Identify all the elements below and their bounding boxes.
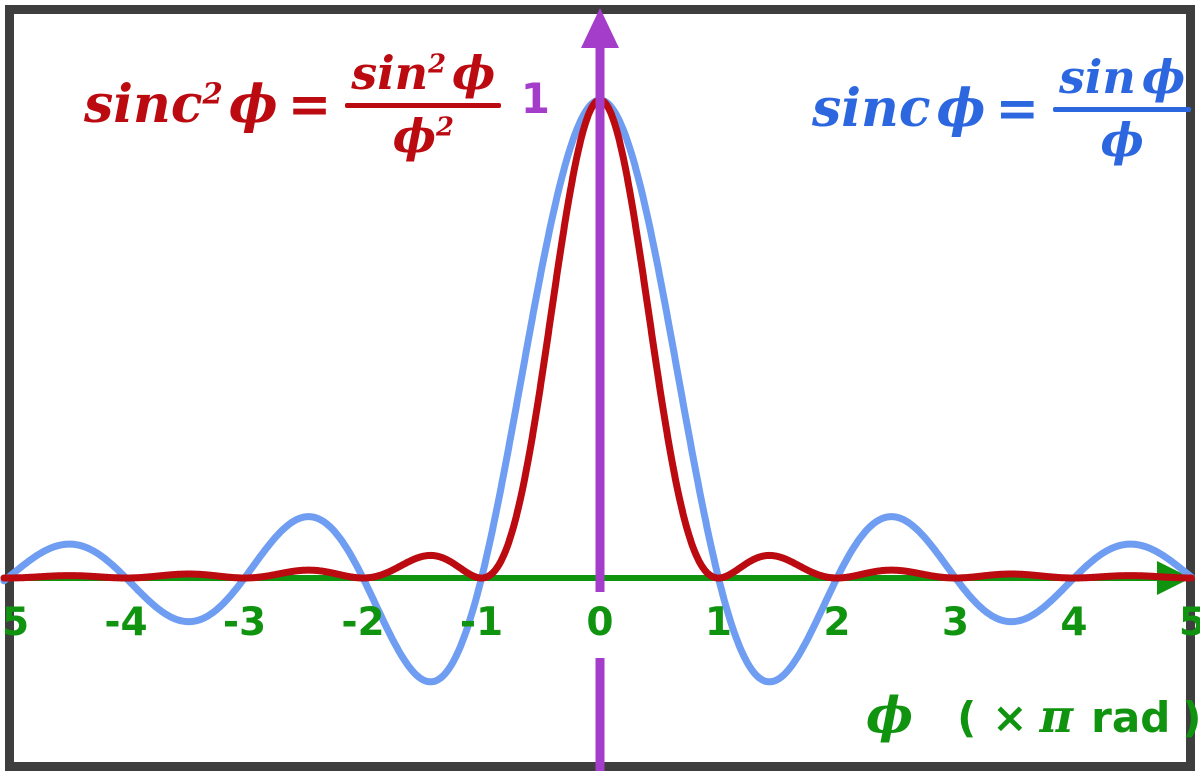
fraction-numerator: sin2 ϕ bbox=[345, 46, 501, 100]
x-tick-label: -3 bbox=[222, 600, 267, 645]
x-tick-label: 4 bbox=[1060, 600, 1088, 645]
x-tick-label: 3 bbox=[941, 600, 970, 645]
x-axis-title: ϕ ( × π rad ) bbox=[866, 690, 1200, 740]
exponent: 2 bbox=[436, 112, 454, 143]
exponent: 2 bbox=[428, 49, 447, 80]
phi-symbol: ϕ bbox=[392, 108, 437, 163]
phi-symbol: ϕ bbox=[866, 685, 914, 744]
x-tick-label: -4 bbox=[104, 600, 148, 645]
x-tick-label: -5 bbox=[0, 600, 30, 645]
fraction-bar bbox=[1053, 106, 1192, 112]
fraction-denominator: ϕ2 bbox=[387, 108, 460, 163]
x-tick-label: 0 bbox=[586, 600, 614, 645]
formula-lhs: sinc ϕ bbox=[812, 83, 985, 135]
phi-symbol: ϕ bbox=[228, 74, 278, 136]
fraction-numerator: sin ϕ bbox=[1053, 50, 1191, 104]
exponent: 2 bbox=[202, 76, 223, 111]
phi-symbol: ϕ bbox=[1100, 112, 1144, 167]
sinc-text: sinc bbox=[84, 74, 203, 136]
x-tick-label: -1 bbox=[459, 600, 504, 645]
x-tick-label: -2 bbox=[341, 600, 385, 645]
y-axis-arrowhead-icon bbox=[581, 8, 619, 48]
times-symbol: × bbox=[992, 693, 1028, 742]
rad-label: rad bbox=[1091, 693, 1171, 742]
sinc-squared-formula: sinc2 ϕ = sin2 ϕ ϕ2 bbox=[84, 46, 502, 163]
fraction-denominator: ϕ bbox=[1094, 112, 1149, 167]
equals-sign: = bbox=[287, 74, 332, 136]
fraction-bar bbox=[345, 102, 502, 108]
phi-symbol: ϕ bbox=[1141, 50, 1186, 104]
x-tick-label: 5 bbox=[1178, 600, 1200, 645]
x-tick-label: 2 bbox=[823, 600, 851, 645]
x-tick-label: 1 bbox=[704, 600, 733, 645]
formula-lhs: sinc2 ϕ bbox=[84, 79, 278, 131]
y-peak-label: 1 bbox=[520, 74, 550, 123]
fraction: sin ϕ ϕ bbox=[1053, 50, 1192, 167]
fraction: sin2 ϕ ϕ2 bbox=[345, 46, 502, 163]
open-paren: ( bbox=[957, 693, 977, 742]
sin-text: sin bbox=[351, 46, 429, 100]
phi-symbol: ϕ bbox=[452, 46, 496, 100]
sinc-formula: sinc ϕ = sin ϕ ϕ bbox=[812, 50, 1192, 167]
sinc-text: sinc bbox=[812, 78, 931, 140]
equals-sign: = bbox=[995, 78, 1040, 140]
sin-text: sin bbox=[1059, 50, 1136, 104]
close-paren: ) bbox=[1182, 693, 1200, 742]
phi-symbol: ϕ bbox=[936, 78, 986, 140]
pi-symbol: π bbox=[1039, 689, 1074, 743]
